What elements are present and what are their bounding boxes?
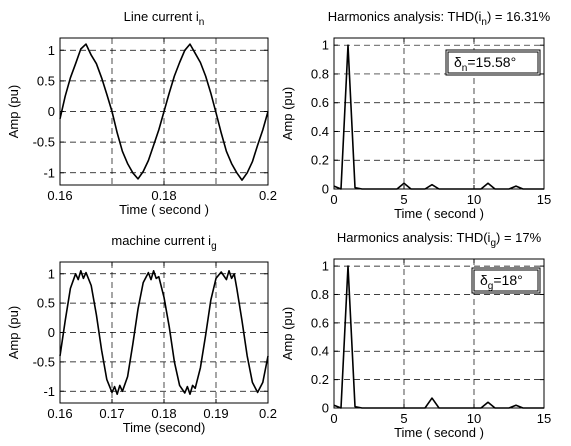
y-tick-label: -1 <box>43 165 55 180</box>
y-tick-label: 0.5 <box>37 296 55 311</box>
y-tick-label: 0.5 <box>37 73 55 88</box>
x-tick-label: 0.16 <box>47 406 72 421</box>
y-tick-label: 0.6 <box>311 315 329 330</box>
annotation-subscript: n <box>462 63 468 74</box>
y-tick-label: 0 <box>322 401 329 416</box>
chart-title-tail: ) = 16.31% <box>487 9 551 24</box>
chart-title-subscript: n <box>481 17 487 28</box>
x-tick-label: 0.17 <box>99 406 124 421</box>
x-tick-label: 15 <box>537 411 551 426</box>
x-tick-label: 0.18 <box>151 188 176 203</box>
chart-title-main: Harmonics analysis: THD(i <box>328 9 482 24</box>
chart-title-main: Line current i <box>124 9 199 24</box>
x-axis-label: Time (second) <box>123 420 206 435</box>
y-tick-label: 1 <box>48 266 55 281</box>
x-tick-label: 0.2 <box>259 188 277 203</box>
x-tick-label: 0.2 <box>259 406 277 421</box>
y-tick-label: -1 <box>43 384 55 399</box>
annotation-value: =15.58° <box>467 54 516 70</box>
series-line <box>59 43 269 181</box>
x-axis-label: Time ( second ) <box>394 425 484 440</box>
annotation-value: =18° <box>493 272 522 288</box>
series-line <box>333 265 544 409</box>
y-tick-label: 0 <box>48 104 55 119</box>
x-tick-label: 10 <box>467 411 481 426</box>
y-axis-label: Amp (pu) <box>6 306 21 359</box>
y-tick-label: -0.5 <box>33 354 55 369</box>
y-tick-label: 0.2 <box>311 153 329 168</box>
series-line <box>59 269 269 396</box>
x-tick-label: 0.19 <box>203 406 228 421</box>
y-tick-label: 1 <box>322 38 329 53</box>
y-axis-label: Amp (pu) <box>6 85 21 138</box>
y-tick-label: 1 <box>48 43 55 58</box>
chart-panel-3: -1 -0.5 0 0.5 1 0.16 0.17 0.18 0.19 0.2 Time (seco… <box>6 233 277 435</box>
chart-panel-1: -1 -0.5 0 0.5 1 0.16 0.18 0.2 Time ( second ) Amp… <box>6 9 277 217</box>
chart-title-subscript: g <box>490 238 496 249</box>
chart-title: Harmonics analysis: THD(ig) = 17% <box>337 230 542 249</box>
y-tick-label: 0.4 <box>311 344 329 359</box>
x-axis-label: Time ( second ) <box>394 206 484 221</box>
chart-title-main: machine current i <box>111 233 211 248</box>
annotation-text: δg=18° <box>480 272 523 292</box>
y-tick-label: -0.5 <box>33 135 55 150</box>
y-axis-label: Amp (pu) <box>280 87 295 140</box>
x-tick-label: 5 <box>400 192 407 207</box>
y-tick-label: 0.8 <box>311 66 329 81</box>
y-tick-label: 0.8 <box>311 287 329 302</box>
chart-title-main: Harmonics analysis: THD(i <box>337 230 491 245</box>
x-tick-label: 10 <box>467 192 481 207</box>
chart-title: Harmonics analysis: THD(in) = 16.31% <box>328 9 551 28</box>
y-tick-label: 0.4 <box>311 124 329 139</box>
y-tick-label: 0 <box>322 182 329 197</box>
annotation-inner-box <box>447 51 539 74</box>
annotation-inner-box <box>473 269 539 292</box>
x-tick-label: 0 <box>330 411 337 426</box>
chart-title: Line current in <box>124 9 205 28</box>
x-tick-label: 0 <box>330 192 337 207</box>
annotation-subscript: g <box>488 281 494 292</box>
y-tick-label: 1 <box>322 259 329 274</box>
y-tick-label: 0 <box>48 325 55 340</box>
x-tick-label: 15 <box>537 192 551 207</box>
x-tick-label: 0.16 <box>47 188 72 203</box>
chart-title: machine current ig <box>111 233 216 252</box>
annotation-symbol: δ <box>454 54 462 70</box>
y-tick-label: 0.6 <box>311 95 329 110</box>
y-tick-label: 0.2 <box>311 372 329 387</box>
chart-title-subscript: g <box>211 241 217 252</box>
x-axis-label: Time ( second ) <box>119 202 209 217</box>
chart-title-subscript: n <box>199 17 205 28</box>
y-axis-label: Amp (pu) <box>280 307 295 360</box>
x-tick-label: 0.18 <box>151 406 176 421</box>
chart-title-tail: ) = 17% <box>496 230 542 245</box>
x-tick-label: 5 <box>400 411 407 426</box>
annotation-symbol: δ <box>480 272 488 288</box>
series-line <box>333 44 544 190</box>
annotation-text: δn=15.58° <box>454 54 516 74</box>
